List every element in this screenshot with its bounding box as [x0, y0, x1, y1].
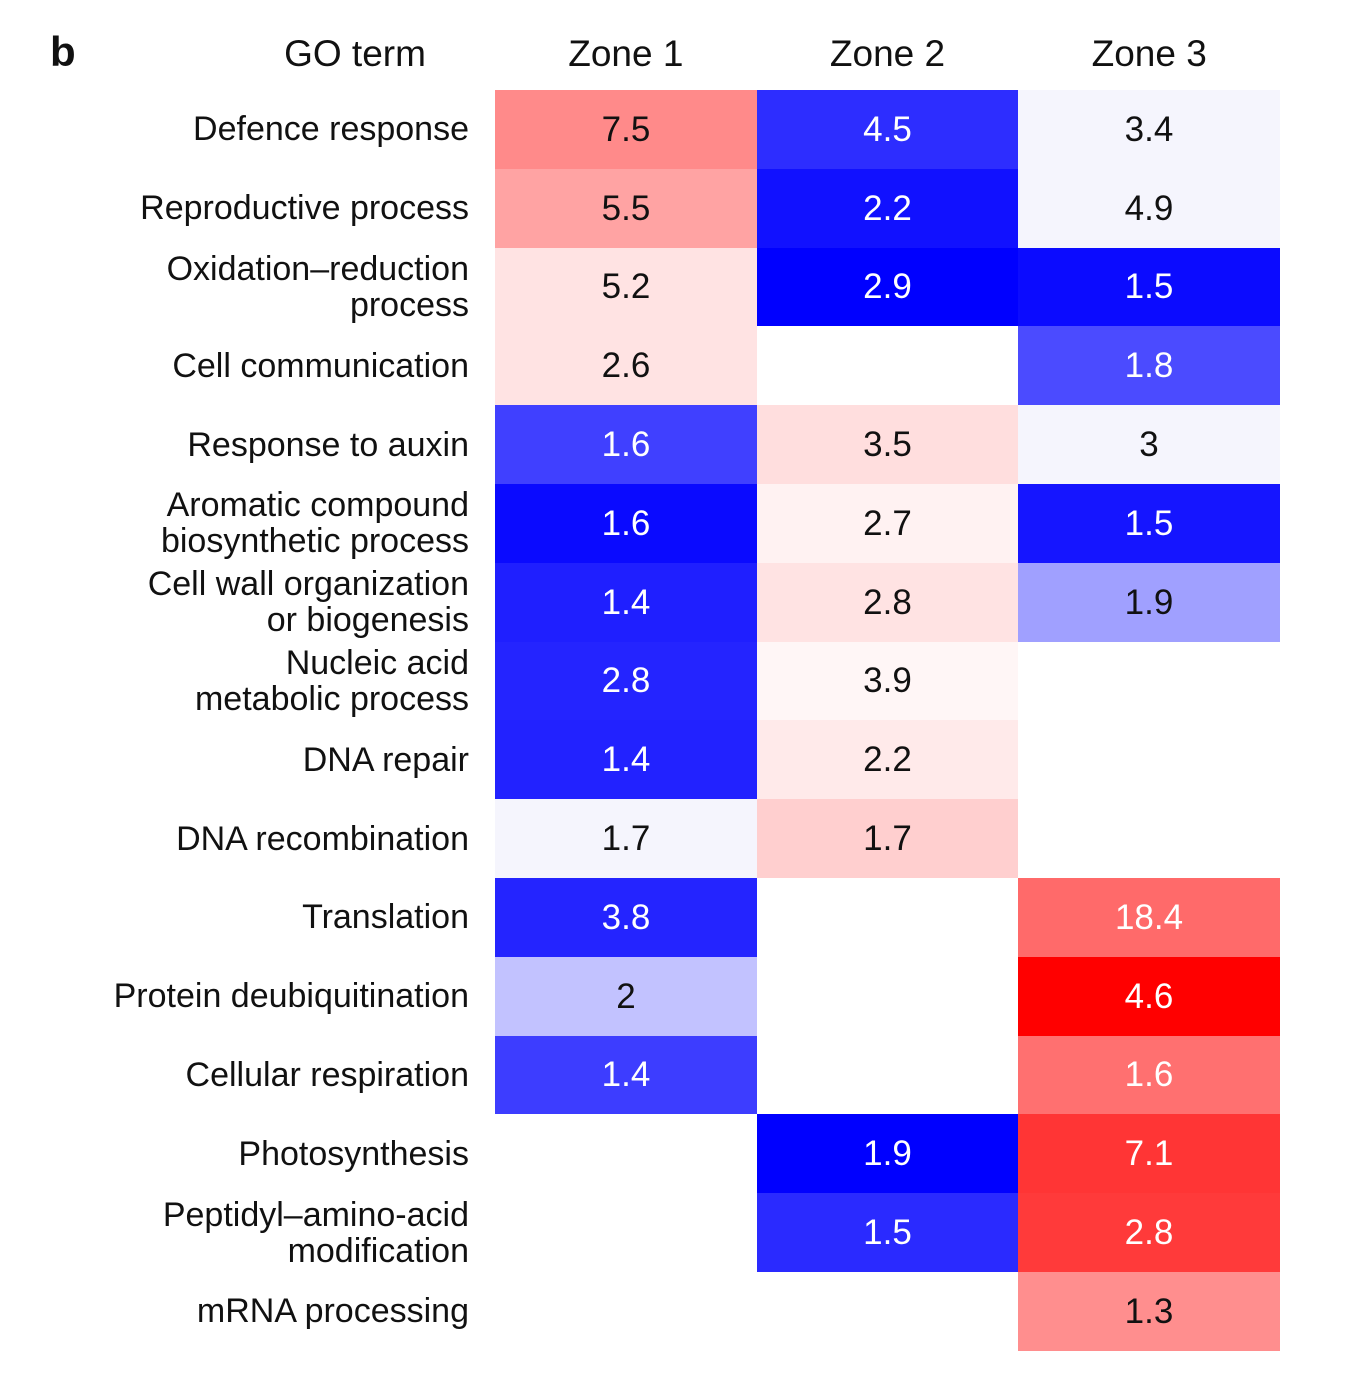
heatmap-cell: 2.2 [757, 720, 1018, 799]
row-label-line: metabolic process [194, 679, 469, 718]
row-label-line: modification [287, 1231, 469, 1270]
row-label-line: Translation [302, 898, 469, 937]
row-label-line: mRNA processing [196, 1292, 469, 1331]
row-label-line: Oxidation–reduction [166, 249, 469, 288]
row-label: Response to auxin [187, 405, 469, 484]
row-label: Nucleic acid metabolic process [195, 642, 469, 721]
heatmap-cell: 2 [495, 957, 757, 1036]
row-label: DNA recombination [176, 799, 469, 878]
heatmap-cell: 1.4 [495, 720, 757, 799]
row-label-line: Cellular respiration [185, 1055, 469, 1094]
row-label-line: Nucleic acid [285, 643, 469, 682]
row-label: Protein deubiquitination [114, 957, 469, 1036]
heatmap-cell: 5.2 [495, 248, 757, 326]
heatmap-cell: 1.6 [495, 405, 757, 484]
heatmap-cell: 4.6 [1018, 957, 1280, 1036]
heatmap-cell: 1.3 [1018, 1272, 1280, 1351]
row-header-label: GO term [284, 33, 426, 74]
panel-label: b [50, 28, 76, 75]
row-label-line: DNA repair [302, 740, 469, 779]
heatmap-cell: 3.8 [495, 878, 757, 957]
row-label-line: Response to auxin [187, 425, 469, 464]
heatmap-cell: 1.5 [1018, 484, 1280, 563]
row-label: Peptidyl–amino-acid modification [163, 1193, 469, 1272]
heatmap-cell: 2.6 [495, 326, 757, 405]
row-label: Photosynthesis [238, 1114, 469, 1193]
row-label-line: Peptidyl–amino-acid [162, 1195, 469, 1234]
row-label: DNA repair [303, 720, 469, 799]
heatmap-cell: 4.9 [1018, 169, 1280, 248]
heatmap-cell: 2.2 [757, 169, 1018, 248]
heatmap-cell: 1.5 [757, 1193, 1018, 1272]
heatmap-cell: 1.6 [495, 484, 757, 563]
row-label: Aromatic compound biosynthetic process [161, 484, 469, 563]
heatmap-cell: 1.7 [495, 799, 757, 878]
row-label: Cellular respiration [186, 1036, 469, 1115]
row-label: mRNA processing [197, 1272, 469, 1351]
row-label-line: Cell wall organization [147, 565, 469, 604]
heatmap-cell: 5.5 [495, 169, 757, 248]
column-header-zone-2: Zone 2 [829, 33, 946, 74]
row-label-line: biosynthetic process [160, 522, 469, 561]
row-label: Defence response [193, 90, 469, 169]
heatmap-cell: 3 [1018, 405, 1280, 484]
heatmap-cell: 2.8 [1018, 1193, 1280, 1272]
row-label-line: process [349, 285, 469, 324]
heatmap-cell: 1.7 [757, 799, 1018, 878]
heatmap-cell: 1.5 [1018, 248, 1280, 326]
row-label: Translation [302, 878, 469, 957]
column-header-zone-3: Zone 3 [1091, 33, 1207, 74]
heatmap-cell: 7.1 [1018, 1114, 1280, 1193]
row-label: Cell wall organization or biogenesis [148, 563, 469, 642]
heatmap-cell: 1.9 [1018, 563, 1280, 642]
heatmap-cell: 2.9 [757, 248, 1018, 326]
heatmap-cell: 3.5 [757, 405, 1018, 484]
heatmap-cell: 1.9 [757, 1114, 1018, 1193]
heatmap-cell: 1.4 [495, 563, 757, 642]
row-label-line: Cell communication [172, 346, 469, 385]
heatmap-cell: 1.6 [1018, 1036, 1280, 1114]
column-header-zone-1: Zone 1 [568, 33, 684, 74]
heatmap-cell: 2.8 [495, 642, 757, 720]
heatmap-cell: 7.5 [495, 90, 757, 169]
row-label: Oxidation–reduction process [167, 248, 469, 327]
row-label-line: Aromatic compound [166, 486, 469, 525]
heatmap-cell: 2.8 [757, 563, 1018, 642]
heatmap-cell: 18.4 [1018, 878, 1280, 957]
heatmap-cell: 3.9 [757, 642, 1018, 720]
row-label-line: DNA recombination [176, 819, 469, 858]
row-label-line: or biogenesis [266, 601, 469, 640]
row-label: Reproductive process [140, 169, 469, 248]
row-label-line: Reproductive process [140, 189, 469, 228]
row-label: Cell communication [172, 326, 469, 405]
row-label-line: Protein deubiquitination [113, 977, 469, 1016]
heatmap-cell: 2.7 [757, 484, 1018, 563]
row-label-line: Photosynthesis [238, 1134, 469, 1173]
heatmap-cell: 1.8 [1018, 326, 1280, 405]
heatmap-cell: 4.5 [757, 90, 1018, 169]
row-label-line: Defence response [193, 110, 469, 149]
heatmap-cell: 1.4 [495, 1036, 757, 1114]
heatmap-cell: 3.4 [1018, 90, 1280, 169]
